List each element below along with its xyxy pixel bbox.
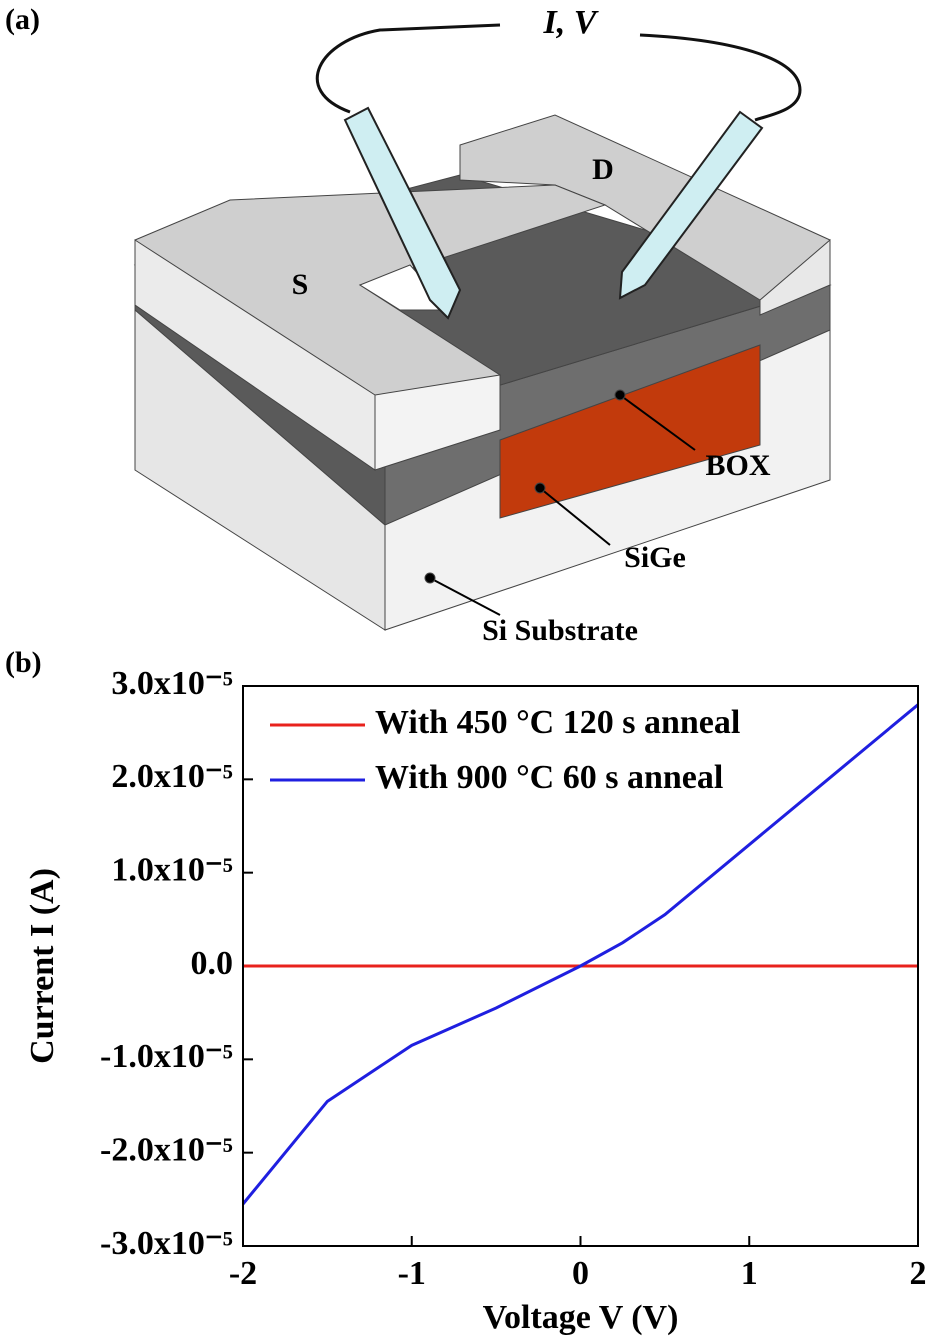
device-diagram (135, 25, 830, 630)
chart: -3.0x10⁻⁵ -2.0x10⁻⁵ -1.0x10⁻⁵ 0.0 1.0x10⁻⁵ 2.… (24, 665, 927, 1336)
y-tick-label: -3.0x10⁻⁵ (100, 1225, 233, 1262)
panel-label: (a) (5, 3, 40, 36)
probe-label: I, V (543, 4, 599, 41)
source-label: S (292, 268, 309, 301)
y-tick-label: -1.0x10⁻⁵ (100, 1038, 233, 1075)
x-axis-label: Voltage V (V) (483, 1299, 679, 1336)
drain-label: D (592, 153, 614, 186)
y-axis-label: Current I (A) (24, 868, 61, 1064)
panel-label: (b) (5, 646, 42, 679)
x-tick-label: 1 (741, 1255, 758, 1292)
y-tick-label: -2.0x10⁻⁵ (100, 1131, 233, 1168)
x-tick-label: 0 (572, 1255, 589, 1292)
x-tick-label: 2 (910, 1255, 927, 1292)
substrate-label: Si Substrate (482, 614, 638, 647)
figure: (a) I, V S D BOX SiGe Si Substrate (b) -… (0, 0, 933, 1344)
y-tick-label: 2.0x10⁻⁵ (111, 758, 233, 795)
y-tick-label: 0.0 (191, 945, 234, 982)
legend-label: With 900 °C 60 s anneal (375, 759, 723, 796)
x-tick-label: -1 (398, 1255, 426, 1292)
y-tick-label: 1.0x10⁻⁵ (111, 851, 233, 888)
x-tick-label: -2 (229, 1255, 257, 1292)
sige-label: SiGe (624, 541, 686, 574)
box-label: BOX (705, 449, 770, 482)
legend-label: With 450 °C 120 s anneal (375, 704, 740, 741)
y-tick-label: 3.0x10⁻⁵ (111, 665, 233, 702)
